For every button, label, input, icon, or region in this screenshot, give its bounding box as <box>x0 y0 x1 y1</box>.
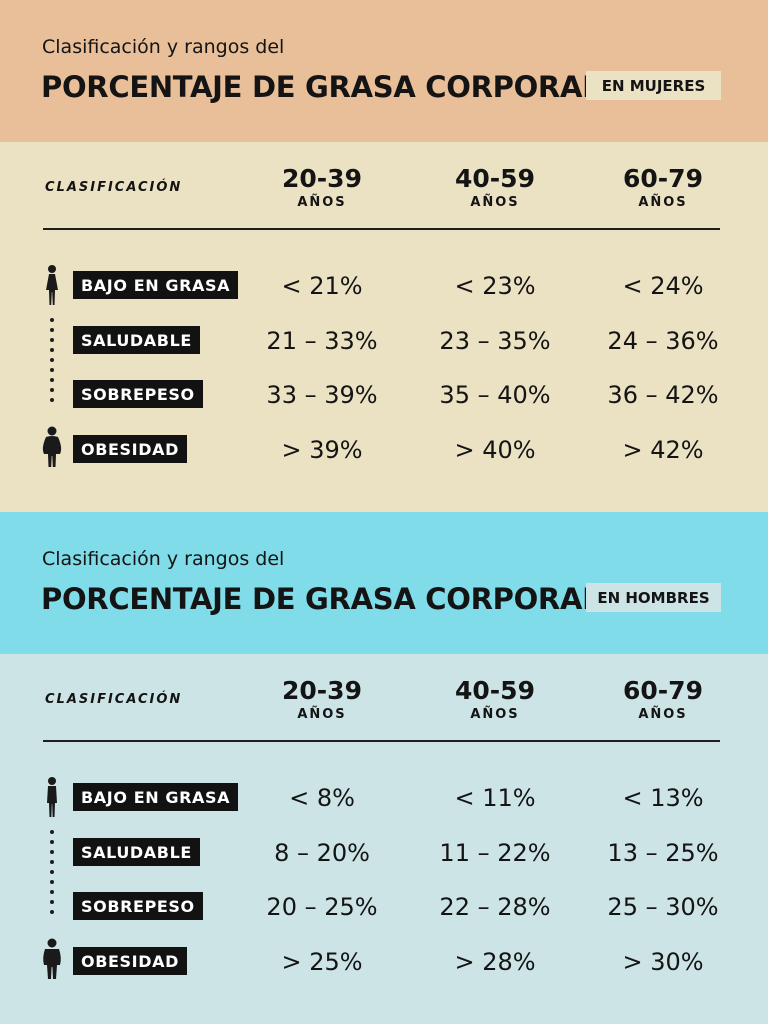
men-row-underweight: BAJO EN GRASA < 8% < 11% < 13% <box>0 781 768 815</box>
category-label: BAJO EN GRASA <box>73 271 239 299</box>
age-unit: AÑOS <box>297 707 347 722</box>
value-cell: 8 – 20% <box>274 839 370 867</box>
value-cell: 35 – 40% <box>439 381 551 409</box>
age-unit: AÑOS <box>470 195 520 210</box>
category-label: SALUDABLE <box>73 838 200 866</box>
men-title: PORCENTAJE DE GRASA CORPORAL <box>41 582 601 616</box>
category-label: SALUDABLE <box>73 326 200 354</box>
category-label: SOBREPESO <box>73 892 203 920</box>
scale-dots <box>50 830 54 920</box>
women-pretitle: Clasificación y rangos del <box>42 36 285 58</box>
age-range: 60-79 <box>623 676 703 705</box>
value-cell: < 21% <box>281 272 363 300</box>
category-label: SOBREPESO <box>73 380 203 408</box>
header-divider <box>43 228 720 230</box>
value-cell: 25 – 30% <box>607 893 719 921</box>
women-row-healthy: SALUDABLE 21 – 33% 23 – 35% 24 – 36% <box>0 324 768 358</box>
value-cell: > 30% <box>622 948 704 976</box>
value-cell: 21 – 33% <box>266 327 378 355</box>
value-cell: > 25% <box>281 948 363 976</box>
value-cell: < 23% <box>454 272 536 300</box>
value-cell: 11 – 22% <box>439 839 551 867</box>
men-header: Clasificación y rangos del PORCENTAJE DE… <box>0 512 768 654</box>
women-age-col-2: 40-59 AÑOS <box>420 164 570 212</box>
men-section: Clasificación y rangos del PORCENTAJE DE… <box>0 512 768 1024</box>
thin-woman-icon <box>46 265 58 305</box>
men-row-obesity: OBESIDAD > 25% > 28% > 30% <box>0 945 768 979</box>
women-badge: EN MUJERES <box>586 71 721 100</box>
category-label: OBESIDAD <box>73 435 187 463</box>
men-age-col-1: 20-39 AÑOS <box>247 676 397 724</box>
header-divider <box>43 740 720 742</box>
value-cell: 20 – 25% <box>266 893 378 921</box>
age-range: 20-39 <box>282 676 362 705</box>
women-row-underweight: BAJO EN GRASA < 21% < 23% < 24% <box>0 269 768 303</box>
age-range: 20-39 <box>282 164 362 193</box>
value-cell: 22 – 28% <box>439 893 551 921</box>
category-label: BAJO EN GRASA <box>73 783 239 811</box>
women-table: CLASIFICACIÓN 20-39 AÑOS 40-59 AÑOS 60-7… <box>0 142 768 512</box>
value-cell: < 13% <box>622 784 704 812</box>
women-age-col-1: 20-39 AÑOS <box>247 164 397 212</box>
women-row-overweight: SOBREPESO 33 – 39% 35 – 40% 36 – 42% <box>0 378 768 412</box>
men-pretitle: Clasificación y rangos del <box>42 548 285 570</box>
age-unit: AÑOS <box>638 707 688 722</box>
age-unit: AÑOS <box>470 707 520 722</box>
value-cell: 13 – 25% <box>607 839 719 867</box>
men-age-col-2: 40-59 AÑOS <box>420 676 570 724</box>
value-cell: > 42% <box>622 436 704 464</box>
age-unit: AÑOS <box>638 195 688 210</box>
age-range: 40-59 <box>455 164 535 193</box>
men-classification-header: CLASIFICACIÓN <box>45 692 183 707</box>
heavy-woman-icon <box>42 426 62 467</box>
value-cell: 23 – 35% <box>439 327 551 355</box>
men-table: CLASIFICACIÓN 20-39 AÑOS 40-59 AÑOS 60-7… <box>0 654 768 1024</box>
women-header: Clasificación y rangos del PORCENTAJE DE… <box>0 0 768 142</box>
age-unit: AÑOS <box>297 195 347 210</box>
scale-dots <box>50 318 54 408</box>
value-cell: 24 – 36% <box>607 327 719 355</box>
category-label: OBESIDAD <box>73 947 187 975</box>
women-classification-header: CLASIFICACIÓN <box>45 180 183 195</box>
value-cell: 36 – 42% <box>607 381 719 409</box>
thin-man-icon <box>47 777 57 817</box>
age-range: 40-59 <box>455 676 535 705</box>
value-cell: > 40% <box>454 436 536 464</box>
men-row-overweight: SOBREPESO 20 – 25% 22 – 28% 25 – 30% <box>0 890 768 924</box>
men-badge: EN HOMBRES <box>586 583 721 612</box>
value-cell: > 28% <box>454 948 536 976</box>
value-cell: > 39% <box>281 436 363 464</box>
women-section: Clasificación y rangos del PORCENTAJE DE… <box>0 0 768 512</box>
women-age-col-3: 60-79 AÑOS <box>588 164 738 212</box>
women-row-obesity: OBESIDAD > 39% > 40% > 42% <box>0 433 768 467</box>
men-age-col-3: 60-79 AÑOS <box>588 676 738 724</box>
value-cell: 33 – 39% <box>266 381 378 409</box>
women-title: PORCENTAJE DE GRASA CORPORAL <box>41 70 601 104</box>
value-cell: < 11% <box>454 784 536 812</box>
age-range: 60-79 <box>623 164 703 193</box>
value-cell: < 24% <box>622 272 704 300</box>
heavy-man-icon <box>43 938 61 979</box>
value-cell: < 8% <box>289 784 355 812</box>
men-row-healthy: SALUDABLE 8 – 20% 11 – 22% 13 – 25% <box>0 836 768 870</box>
